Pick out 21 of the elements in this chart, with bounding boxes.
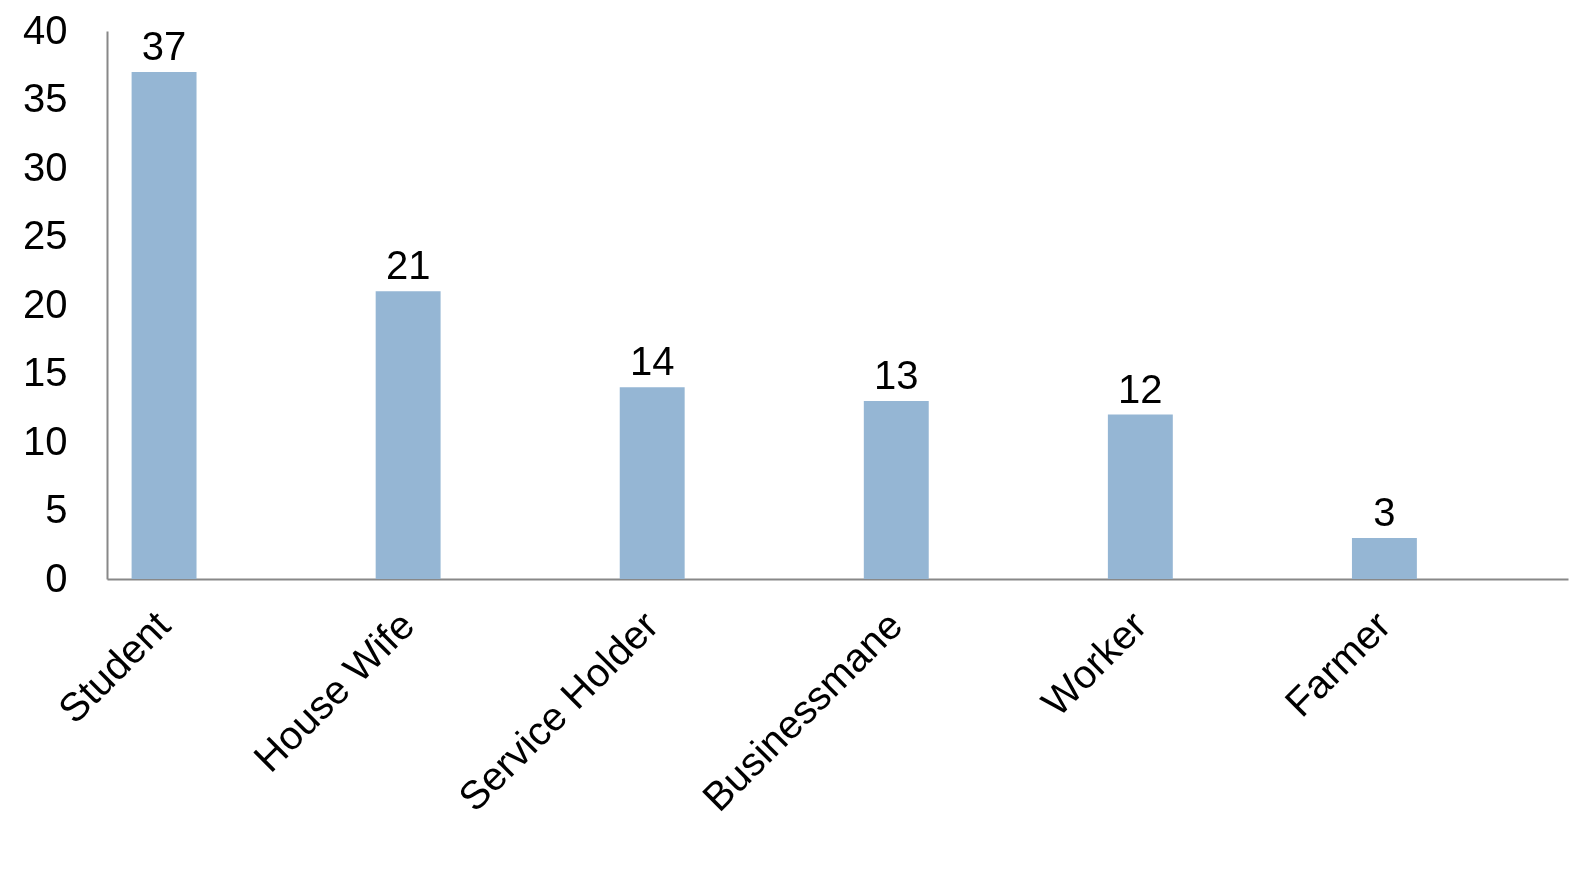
bar [1107,414,1173,579]
data-label: 12 [1118,366,1163,411]
bar [131,72,197,579]
data-label: 13 [874,352,919,397]
data-label: 37 [141,24,187,69]
y-tick-label: 5 [45,487,68,531]
y-tick-label: 35 [23,76,68,120]
bar [619,387,685,579]
data-label: 21 [385,243,431,288]
y-tick-label: 25 [23,213,68,257]
bar [863,400,929,579]
y-tick-label: 20 [23,281,68,326]
data-label: 14 [629,339,675,384]
bar [375,291,441,579]
bar [1351,537,1417,579]
y-tick-label: 15 [23,350,68,394]
y-tick-label: 40 [23,7,68,52]
y-tick-label: 10 [23,418,68,463]
y-tick-label: 0 [45,555,68,600]
y-tick-label: 30 [23,144,68,189]
data-label: 3 [1373,489,1396,534]
